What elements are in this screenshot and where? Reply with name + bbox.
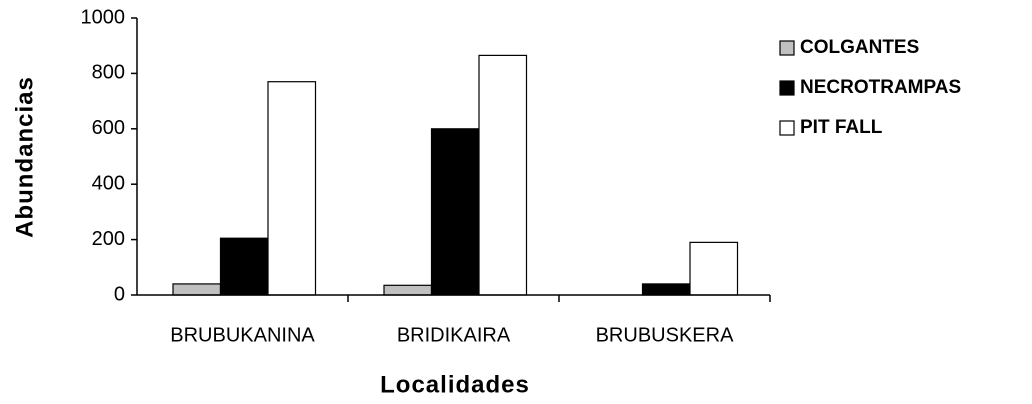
bar (267, 81, 317, 296)
bar (172, 283, 222, 296)
legend-swatch (779, 40, 795, 56)
x-axis-title: Localidades (380, 371, 530, 398)
legend-label: NECROTRAMPAS (800, 77, 961, 98)
x-tick-label: BRUBUKANINA (170, 324, 315, 346)
bar (478, 54, 528, 296)
legend-swatch (779, 80, 795, 96)
y-tick-label: 200 (92, 228, 125, 250)
x-tick-label: BRIDIKAIRA (397, 324, 511, 346)
y-tick-label: 0 (114, 283, 125, 305)
y-tick-label: 400 (92, 172, 125, 194)
bar (219, 237, 269, 296)
y-tick-label: 1000 (81, 6, 126, 28)
legend-label: PIT FALL (800, 117, 883, 138)
x-tick-label: BRUBUSKERA (596, 324, 734, 346)
legend-label: COLGANTES (800, 37, 919, 58)
bar (641, 283, 691, 296)
y-tick-label: 600 (92, 117, 125, 139)
y-tick-label: 800 (92, 62, 125, 84)
bar (689, 241, 739, 296)
bar (383, 284, 433, 296)
y-axis-title: Abundancias (11, 76, 38, 238)
bar (430, 128, 480, 296)
legend-swatch (779, 120, 795, 136)
